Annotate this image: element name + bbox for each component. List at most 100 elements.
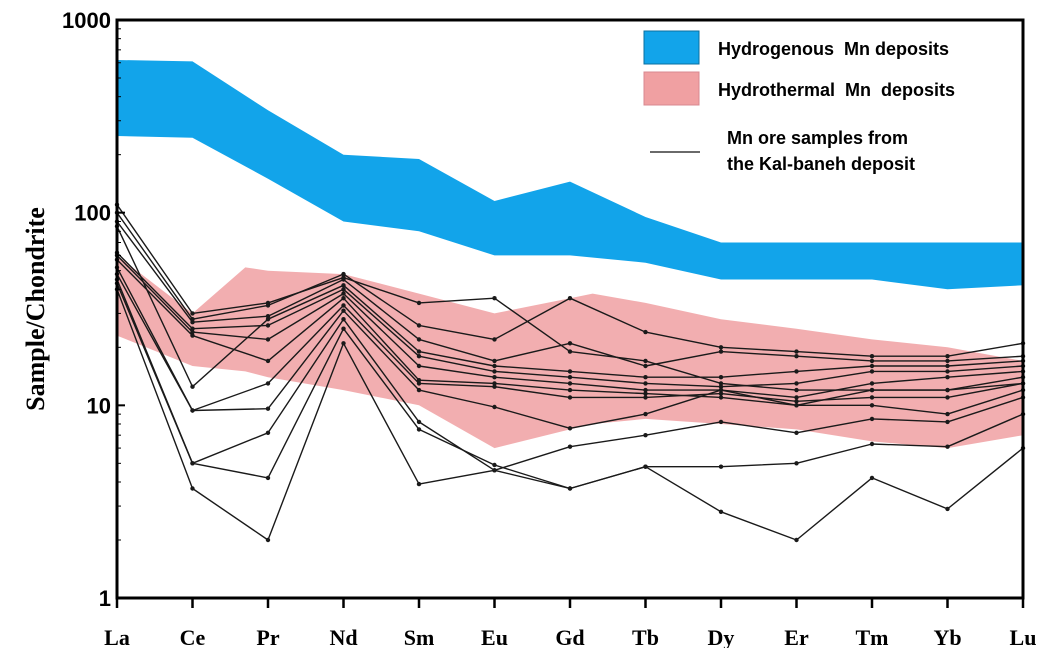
data-point [643,391,648,396]
x-tick-label: La [104,625,130,648]
data-point [341,287,346,292]
data-point [492,375,497,380]
data-point [945,363,950,369]
data-point [718,391,724,396]
data-point [869,354,875,359]
data-point [718,345,724,350]
data-point [265,430,271,435]
data-point [869,416,875,422]
data-point [492,404,497,410]
x-tick-label: Yb [933,625,961,648]
x-tick-label: Pr [256,625,279,648]
x-tick-label: Tm [856,625,889,648]
data-point [567,395,573,400]
data-point [567,296,573,301]
data-point [794,399,799,404]
data-point [190,486,195,491]
data-point [341,326,346,331]
data-point [416,300,422,306]
data-point [718,464,724,469]
data-point [567,341,573,346]
legend-label-hydrogenous: Hydrogenous Mn deposits [718,39,949,59]
data-point [567,375,573,380]
data-point [265,303,271,308]
legend-swatch-hydrogenous [643,30,700,65]
data-point [718,509,724,514]
data-point [945,387,950,393]
y-tick-label: 1 [99,586,111,611]
data-point [190,461,195,466]
data-point [416,363,422,369]
data-point [265,406,271,411]
legend-label-samples-line2: the Kal-baneh deposit [727,154,915,174]
x-tick-label: Tb [632,625,659,648]
data-point [945,419,950,425]
data-point [190,311,195,316]
data-point [341,317,346,322]
data-point [190,384,195,389]
data-point [794,461,799,466]
data-point [567,387,573,393]
data-point [945,395,950,400]
x-tick-label: Nd [329,625,357,648]
data-point [643,395,648,400]
data-point [190,333,195,338]
data-point [869,387,875,393]
data-point [869,441,875,447]
data-point [567,381,573,386]
data-point [869,475,875,481]
data-point [643,387,648,393]
data-point [869,358,875,364]
data-point [416,427,422,432]
data-point [794,403,799,408]
data-point [265,337,271,342]
data-point [794,381,799,386]
data-point [643,375,648,380]
data-point [945,354,950,359]
data-point [794,369,799,374]
data-point [567,426,573,431]
data-point [794,430,799,435]
data-point [945,369,950,374]
data-point [492,296,497,301]
data-point [492,468,497,473]
data-point [341,341,346,346]
data-point [190,408,195,413]
data-point [416,387,422,393]
data-point [190,329,195,335]
data-point [416,381,422,386]
data-point [643,381,648,386]
data-point [341,283,346,288]
data-point [492,358,497,364]
data-point [945,358,950,364]
data-point [341,308,346,313]
data-point [341,296,346,301]
data-point [643,329,648,335]
y-tick-label: 100 [74,201,111,226]
data-point [643,433,648,438]
legend: Hydrogenous Mn deposits Hydrothermal Mn d… [643,30,955,174]
data-point [718,375,724,380]
data-point [265,475,271,481]
x-tick-label: Lu [1010,625,1037,648]
data-point [718,395,724,400]
data-point [492,363,497,369]
x-tick-label: Er [784,625,809,648]
data-point [492,369,497,374]
data-point [567,444,573,449]
data-point [341,271,346,277]
data-point [492,381,497,386]
y-tick-label: 10 [87,393,111,418]
data-point [945,506,950,512]
data-point [190,326,195,331]
data-point [869,369,875,374]
data-point [718,349,724,354]
data-point [643,363,648,369]
data-point [718,419,724,425]
data-point [341,303,346,308]
data-point [643,358,648,364]
legend-swatch-hydrothermal [643,71,700,106]
data-point [718,387,724,393]
data-point [869,381,875,386]
